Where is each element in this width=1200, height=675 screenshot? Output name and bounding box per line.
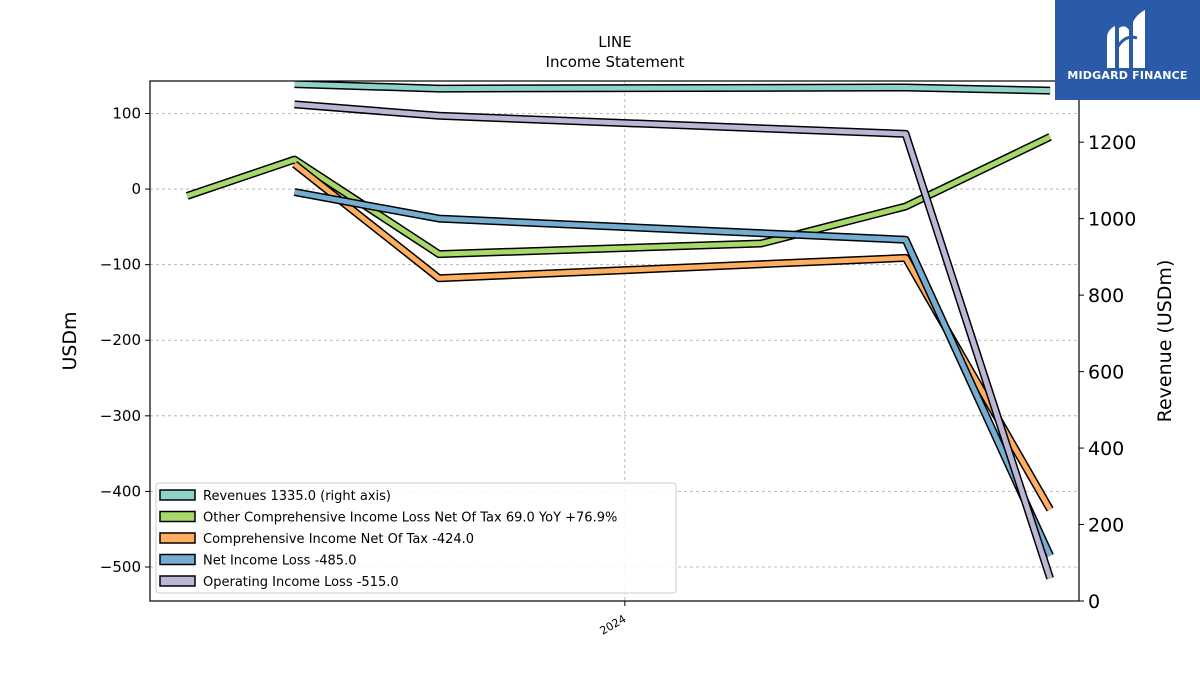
y-axis-label-left: USDm <box>59 311 81 370</box>
series-line <box>186 134 1052 257</box>
y-tick-label-right: 0 <box>1088 591 1100 613</box>
legend-swatch <box>159 575 196 587</box>
series-3 <box>293 188 1054 558</box>
legend-label: Operating Income Loss -515.0 <box>203 575 399 590</box>
series-line <box>294 189 1053 557</box>
series-2 <box>292 160 1054 512</box>
series-line <box>294 101 1053 580</box>
y-tick-label-right: 1200 <box>1088 132 1136 154</box>
series-line <box>294 81 1051 94</box>
y-tick-label-left: 100 <box>112 105 141 123</box>
y-tick-label-left: −500 <box>100 558 141 576</box>
y-tick-label-right: 200 <box>1088 515 1124 537</box>
series-0 <box>294 81 1051 95</box>
series-group <box>185 81 1054 580</box>
y-tick-label-left: −100 <box>100 256 141 274</box>
y-tick-label-left: −300 <box>100 407 141 425</box>
legend-swatch <box>159 489 196 501</box>
legend-swatch <box>159 510 196 523</box>
x-tick-label: 2024 <box>598 612 629 637</box>
legend-label: Comprehensive Income Net Of Tax -424.0 <box>203 532 474 547</box>
legend-swatch <box>159 553 196 566</box>
series-line <box>292 162 1053 511</box>
logo-name: MIDGARD FINANCE <box>1067 69 1188 82</box>
y-tick-label-right: 600 <box>1088 362 1124 384</box>
y-tick-label-right: 1000 <box>1088 209 1136 231</box>
axis-ticks: 1000−100−200−300−400−5001200100080060040… <box>100 105 1137 638</box>
legend-label: Net Income Loss -485.0 <box>203 554 356 569</box>
y-tick-label-left: −200 <box>100 331 141 349</box>
y-tick-label-right: 400 <box>1088 438 1124 460</box>
chart-title: LINE <box>598 33 631 51</box>
legend-box <box>155 482 677 594</box>
y-tick-label-right: 800 <box>1088 285 1124 307</box>
chart-subtitle: Income Statement <box>546 53 685 71</box>
series-4 <box>294 100 1054 580</box>
legend-swatch <box>159 532 196 544</box>
legend: Revenues 1335.0 (right axis) Other Compre… <box>155 482 677 594</box>
y-axis-label-right: Revenue (USDm) <box>1154 260 1176 423</box>
y-tick-label-left: −400 <box>100 482 141 500</box>
legend-label: Other Comprehensive Income Loss Net Of T… <box>203 511 617 526</box>
plot-frame <box>149 80 1080 602</box>
brand-logo: MIDGARD FINANCE <box>1055 0 1200 100</box>
y-tick-label-left: 0 <box>131 180 141 198</box>
logo-mark-icon <box>1107 10 1145 68</box>
series-1 <box>185 133 1052 259</box>
legend-label: Revenues 1335.0 (right axis) <box>203 489 391 504</box>
